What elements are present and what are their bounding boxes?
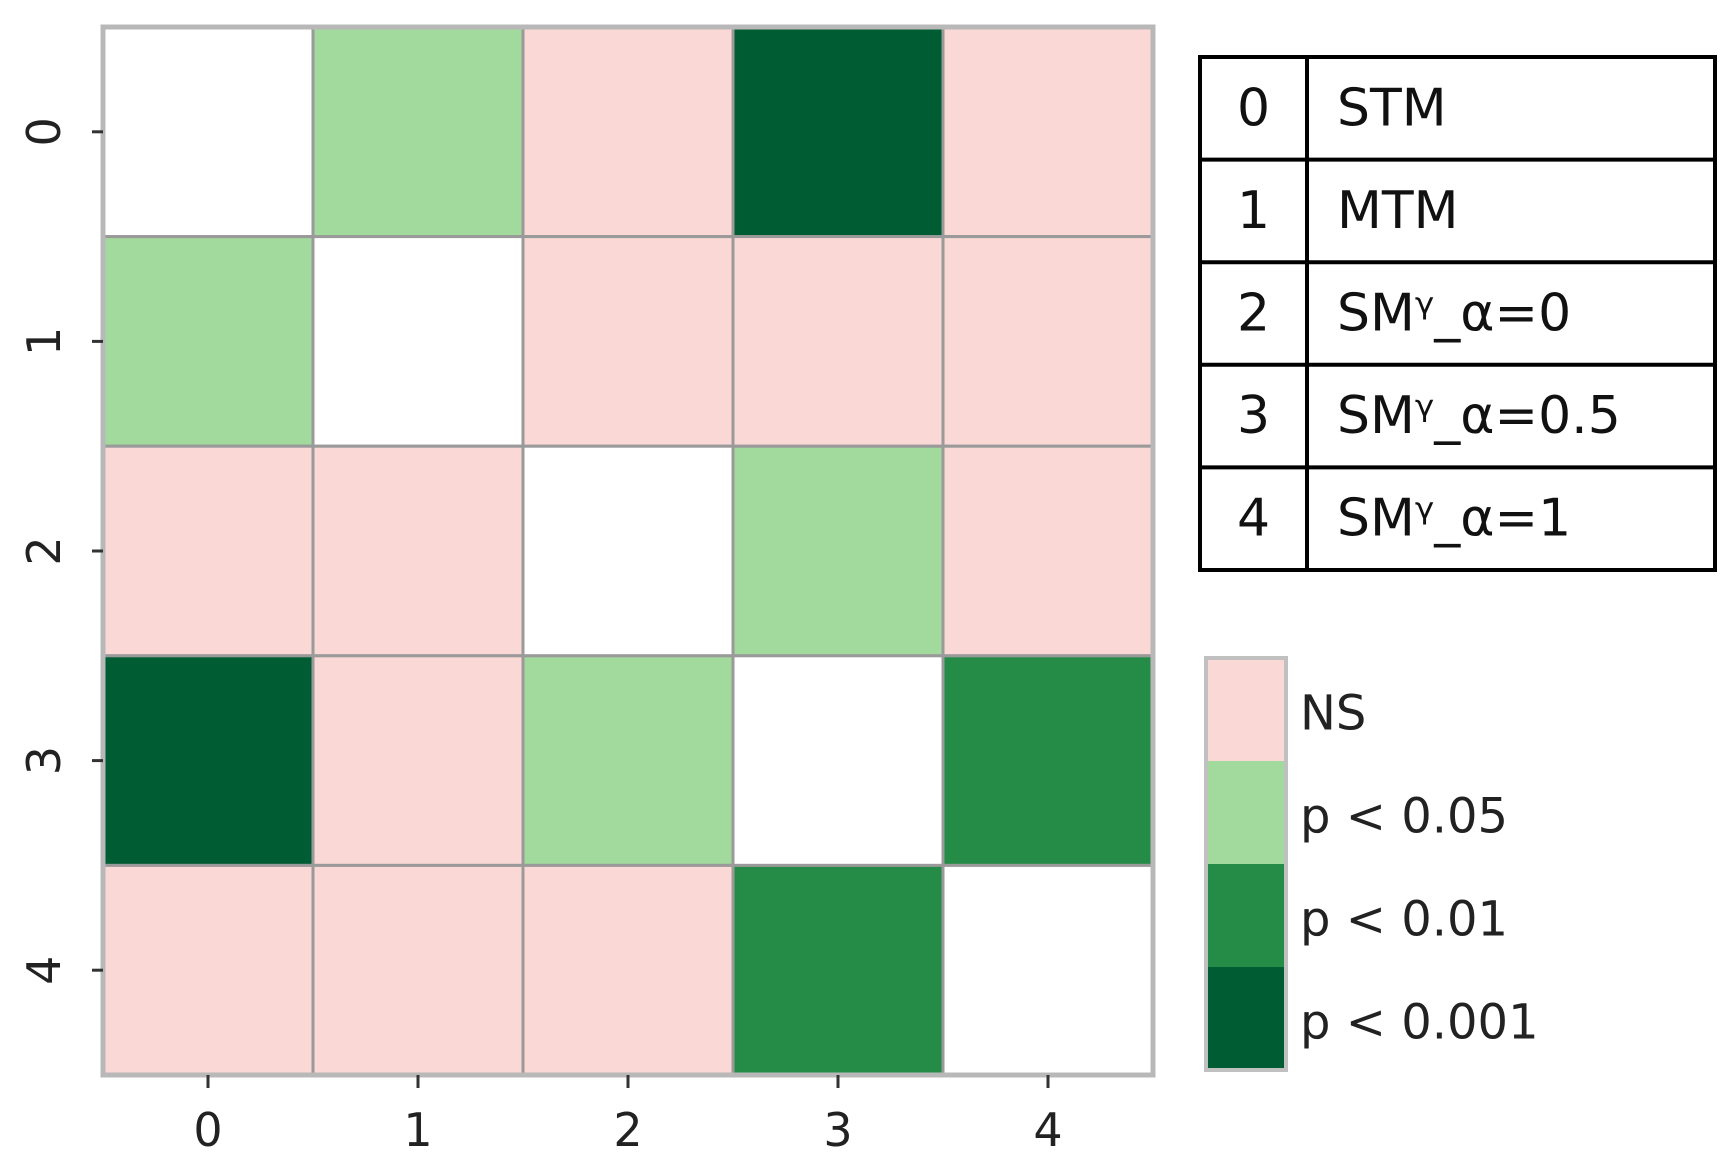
x-tick-label: 3 — [823, 1103, 852, 1157]
heatmap-cell-1-3 — [731, 235, 945, 448]
key-table-index: 2 — [1237, 284, 1270, 344]
heatmap-cell-4-2 — [521, 863, 735, 1077]
x-tick-label: 2 — [613, 1103, 642, 1157]
heatmap-cell-0-2 — [521, 25, 735, 239]
key-table-index: 4 — [1237, 489, 1270, 549]
heatmap-cell-2-1 — [311, 444, 525, 658]
key-table-name: SMᵞ_α=0 — [1337, 284, 1571, 344]
y-tick-label: 1 — [17, 327, 71, 356]
key-table-index: 3 — [1237, 386, 1270, 446]
heatmap-cell-3-3 — [731, 654, 945, 867]
y-tick-label: 2 — [17, 536, 71, 565]
legend-swatch — [1206, 967, 1286, 1070]
key-table-index: 0 — [1237, 78, 1270, 138]
heatmap-cell-1-1 — [311, 235, 525, 448]
heatmap-cell-3-2 — [521, 654, 735, 867]
heatmap-cell-1-2 — [521, 235, 735, 448]
key-table-name: MTM — [1337, 181, 1459, 241]
heatmap-cell-2-3 — [731, 444, 945, 658]
key-table-name: SMᵞ_α=0.5 — [1337, 386, 1621, 446]
x-tick-label: 1 — [403, 1103, 432, 1157]
heatmap-cell-0-0 — [101, 25, 315, 239]
heatmap-cell-3-4 — [941, 654, 1155, 867]
key-table-name: SMᵞ_α=1 — [1337, 489, 1571, 549]
heatmap-cell-1-4 — [941, 235, 1155, 448]
legend-swatch — [1206, 864, 1286, 967]
y-axis: 0 1 2 3 4 — [17, 117, 103, 985]
legend-label: p < 0.05 — [1300, 789, 1508, 845]
heatmap-cell-3-0 — [101, 654, 315, 867]
heatmap-cell-0-3 — [731, 25, 945, 239]
y-tick-label: 3 — [17, 746, 71, 775]
legend-label: p < 0.01 — [1300, 892, 1508, 948]
heatmap-cell-4-3 — [731, 863, 945, 1077]
heatmap-cell-4-1 — [311, 863, 525, 1077]
y-tick-label: 0 — [17, 117, 71, 146]
heatmap-cell-2-4 — [941, 444, 1155, 658]
key-table-border — [1198, 55, 1717, 572]
legend: NS p < 0.05 p < 0.01 p < 0.001 — [1204, 656, 1539, 1072]
key-table-name: STM — [1337, 78, 1447, 138]
x-axis: 0 1 2 3 4 — [193, 1075, 1063, 1157]
x-tick-label: 0 — [193, 1103, 222, 1157]
key-table: 0 STM 1 MTM 2 SMᵞ_α=0 3 SMᵞ_α=0.5 4 SMᵞ_α=1 — [1198, 55, 1717, 572]
legend-swatch — [1206, 658, 1286, 761]
x-tick-label: 4 — [1033, 1103, 1062, 1157]
legend-label: NS — [1300, 686, 1366, 742]
heatmap-cell-0-1 — [311, 25, 525, 239]
heatmap-cell-2-2 — [521, 444, 735, 658]
heatmap-cell-3-1 — [311, 654, 525, 867]
legend-label: p < 0.001 — [1300, 995, 1539, 1051]
y-tick-label: 4 — [17, 956, 71, 985]
legend-swatch — [1206, 761, 1286, 864]
heatmap-cell-0-4 — [941, 25, 1155, 239]
heatmap-cells — [101, 25, 1155, 1077]
key-table-index: 1 — [1237, 181, 1270, 241]
heatmap-cell-1-0 — [101, 235, 315, 448]
heatmap-cell-4-4 — [941, 863, 1155, 1077]
heatmap-cell-2-0 — [101, 444, 315, 658]
legend-border — [1204, 656, 1288, 1072]
heatmap-cell-4-0 — [101, 863, 315, 1077]
